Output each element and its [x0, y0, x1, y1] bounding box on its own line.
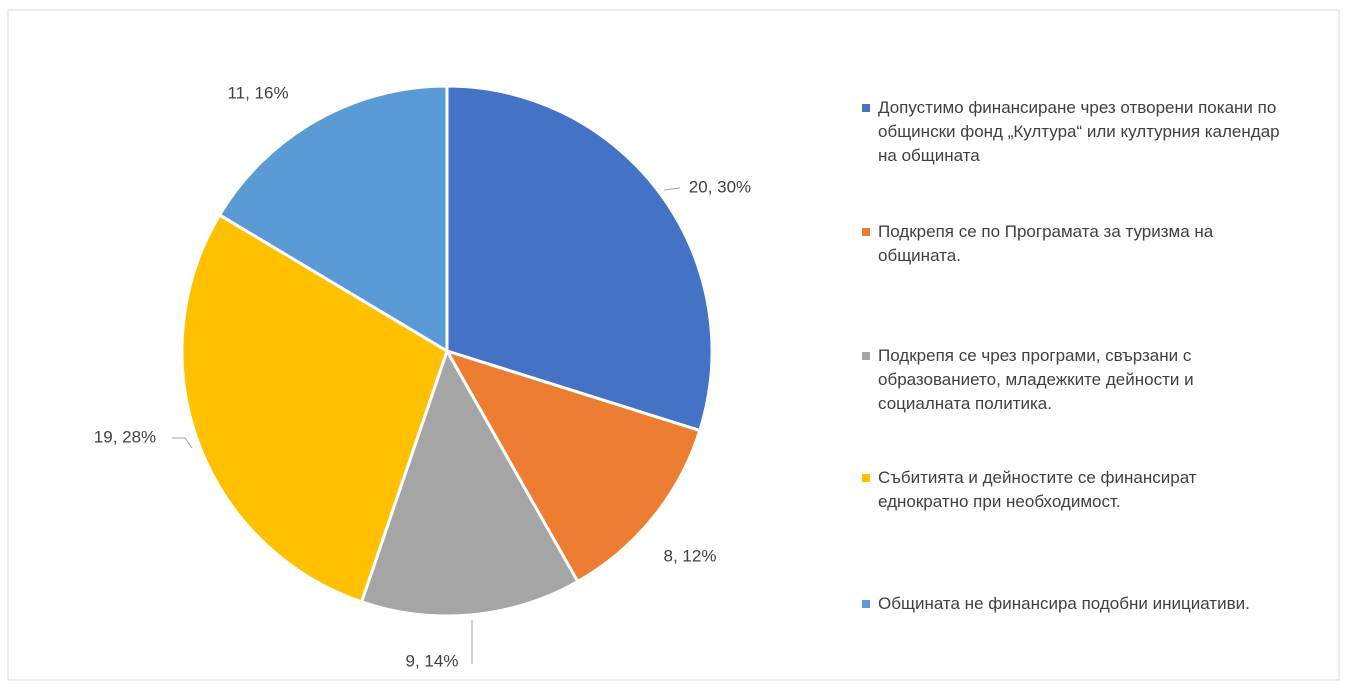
- legend-label: Общината не финансира подобни инициативи…: [878, 594, 1250, 613]
- legend-swatch: [862, 352, 870, 360]
- legend-swatch: [862, 474, 870, 482]
- legend-item: Допустимо финансиране чрез отворени пока…: [862, 96, 1282, 168]
- legend-label: Допустимо финансиране чрез отворени пока…: [878, 98, 1280, 165]
- legend-item: Общината не финансира подобни инициативи…: [862, 592, 1282, 616]
- chart-border: [7, 9, 1340, 681]
- data-label: 11, 16%: [227, 83, 288, 102]
- legend-label: Подкрепя се по Програмата за туризма на …: [878, 222, 1214, 265]
- data-label: 9, 14%: [406, 651, 459, 670]
- legend-label: Събитията и дейностите се финансират едн…: [878, 468, 1197, 511]
- legend-swatch: [862, 600, 870, 608]
- pie-slice: [443, 348, 702, 584]
- leader-line: [172, 437, 193, 449]
- pie-slice: [217, 84, 449, 354]
- legend-item: Събитията и дейностите се финансират едн…: [862, 466, 1282, 514]
- data-label: 19, 28%: [94, 427, 156, 446]
- pie-slice: [445, 84, 714, 433]
- legend-item: Подкрепя се по Програмата за туризма на …: [862, 220, 1282, 268]
- data-label: 20, 30%: [689, 177, 751, 196]
- legend-label: Подкрепя се чрез програми, свързани с об…: [878, 346, 1194, 413]
- leader-line: [663, 187, 681, 191]
- pie-slice: [359, 347, 580, 618]
- data-label: 8, 12%: [664, 546, 717, 565]
- legend-swatch: [862, 228, 870, 236]
- legend-item: Подкрепя се чрез програми, свързани с об…: [862, 344, 1282, 416]
- legend-swatch: [862, 104, 870, 112]
